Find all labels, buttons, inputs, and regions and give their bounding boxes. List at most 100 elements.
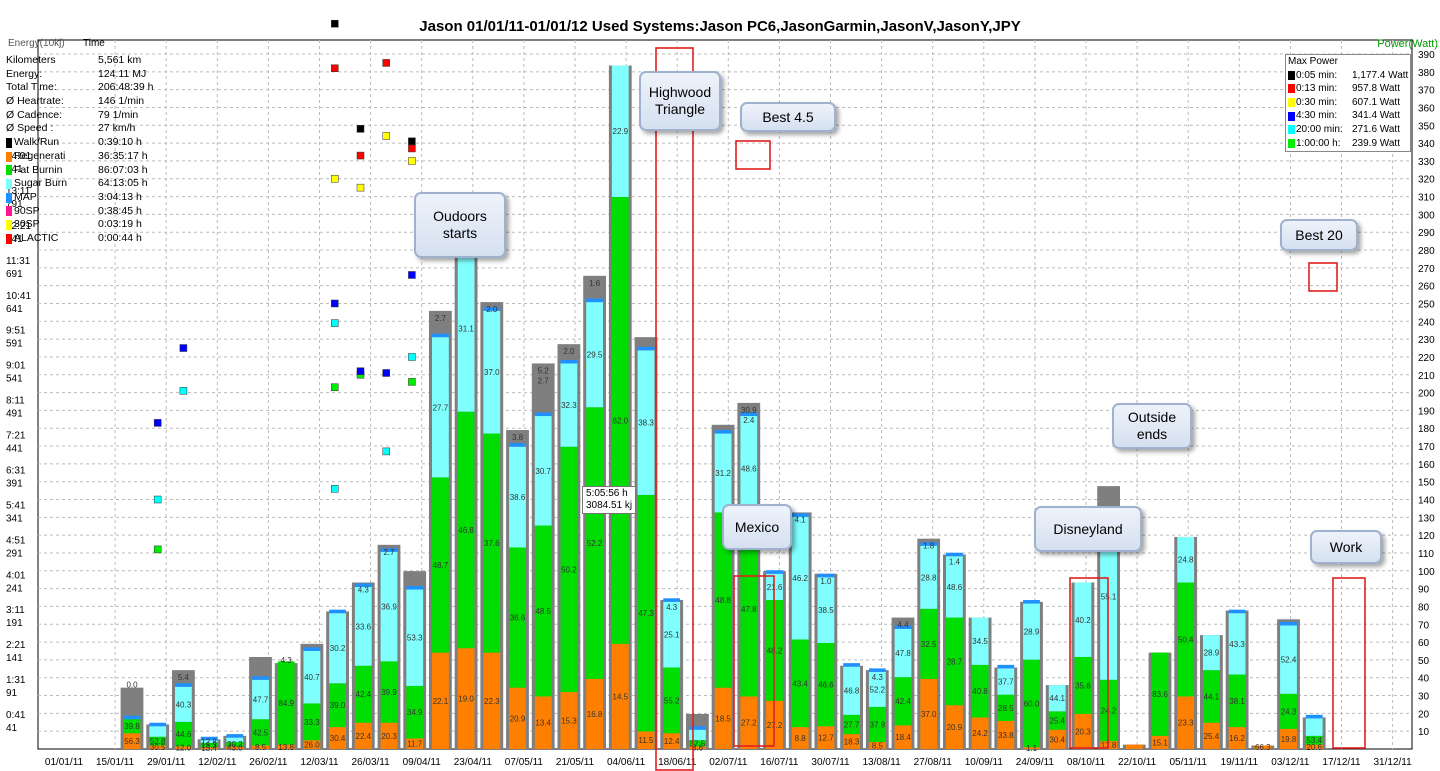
highlight-box <box>1308 262 1338 292</box>
stat-label: Ø Cadence: <box>6 109 98 123</box>
left-time-tick-label: 8:11 <box>6 396 25 407</box>
bar-sugar-burning <box>252 679 269 720</box>
bar-value-label: 47.8 <box>895 649 911 658</box>
right-axis-label: Power(Watt) <box>1377 38 1438 50</box>
bar-sugar-burning <box>586 302 603 408</box>
power-marker <box>331 19 339 28</box>
bar-value-label: 40.2 <box>1075 616 1091 625</box>
bar-value-label: 13.4 <box>201 744 217 753</box>
stat-label: Total Time: <box>6 81 98 95</box>
stat-value: 3:04:13 h <box>98 190 142 203</box>
left-energy-tick-label: 191 <box>6 618 23 629</box>
bar-value-label: 33.6 <box>356 622 372 631</box>
bar-value-label: 30.4 <box>330 734 346 743</box>
bar-sugar-burning <box>509 446 526 548</box>
max-power-duration: 1:00:00 h: <box>1296 137 1341 149</box>
left-energy-tick-label: 541 <box>6 374 23 385</box>
callout-highwood: Highwood Triangle <box>639 71 721 131</box>
stat-label: Ø Heartrate: <box>6 95 98 109</box>
right-tick-label: 300 <box>1418 210 1435 221</box>
left-time-tick-label: 14:01 <box>6 151 31 162</box>
power-marker <box>356 125 365 133</box>
bar-sugar-burning <box>1305 718 1323 736</box>
bar-fat-burning <box>1151 652 1169 736</box>
bar-value-label: 39.9 <box>381 688 397 697</box>
bar-regeneration <box>689 746 706 749</box>
right-tick-label: 170 <box>1418 442 1435 453</box>
bar-value-label: 23.3 <box>1178 719 1194 728</box>
bar-regeneration <box>1228 727 1246 749</box>
bar-sugar-burning <box>714 433 732 513</box>
left-energy-tick-label: 741 <box>6 234 23 245</box>
bar-value-label: 2.7 <box>538 376 550 385</box>
stat-row: ALACTIC 0:00:44 h <box>6 232 153 246</box>
bar-fat-burning <box>303 703 321 741</box>
right-tick-label: 190 <box>1418 406 1435 417</box>
bar-map <box>252 676 269 680</box>
bar-value-label: 5.4 <box>178 673 190 682</box>
x-tick-label: 24/09/11 <box>1016 757 1055 768</box>
bar-value-label: 66.3 <box>1255 743 1271 752</box>
bar-value-label: 17.8 <box>1101 741 1117 750</box>
bar-regeneration <box>509 687 526 749</box>
right-tick-label: 40 <box>1418 674 1430 685</box>
max-power-duration: 0:13 min: <box>1296 83 1338 95</box>
power-marker <box>331 174 339 183</box>
bar-sugar-burning <box>894 628 912 678</box>
legend-swatch <box>1288 111 1295 121</box>
stat-value: 206:48:39 h <box>98 81 154 94</box>
power-marker <box>179 344 188 352</box>
power-marker <box>382 447 390 456</box>
left-time-tick-label: 1:31 <box>6 675 26 686</box>
bar-map <box>714 430 732 434</box>
max-power-title: Max Power <box>1288 56 1339 67</box>
bar-fat-burning <box>252 719 269 746</box>
bar-value-label: 22.4 <box>356 732 372 741</box>
stat-row: 90SP 0:38:45 h <box>6 205 153 219</box>
bar-value-label: 36.9 <box>381 603 397 612</box>
bar-value-label: 12.4 <box>664 737 680 746</box>
right-tick-label: 240 <box>1418 317 1435 328</box>
bar-value-label: 14.5 <box>613 692 629 701</box>
bar-sugar-burning <box>868 671 886 707</box>
right-tick-label: 10 <box>1418 727 1430 738</box>
bar-sugar-burning <box>740 416 758 522</box>
stat-value: 5,561 km <box>98 54 142 66</box>
max-power-value: 341.4 Watt <box>1352 110 1400 122</box>
chart-title: Jason 01/01/11-01/01/12 Used Systems:Jas… <box>419 18 1021 35</box>
bar-value-label: 20.9 <box>510 714 526 723</box>
bar-fat-burning <box>380 661 398 723</box>
bar-value-label: 84.9 <box>278 699 294 708</box>
bar-value-label: 4.3 <box>872 673 884 682</box>
right-tick-label: 180 <box>1418 424 1435 435</box>
bar-regeneration <box>432 652 449 749</box>
bar-fat-burning <box>406 685 424 739</box>
bar-value-label: 52.8 <box>150 737 166 746</box>
bar-value-label: 5.2 <box>538 366 550 375</box>
bar-sugar-burning <box>997 668 1015 695</box>
bar-value-label: 16.8 <box>587 710 603 719</box>
bar-value-label: 2.0 <box>486 305 498 314</box>
power-marker <box>382 369 390 377</box>
stat-value: 64:13:05 h <box>98 177 148 190</box>
bar-fat-burning <box>971 664 989 718</box>
left-energy-tick-label: 291 <box>6 548 23 559</box>
bar-value-label: 43.0 <box>227 744 243 753</box>
legend-swatch <box>6 151 12 162</box>
right-tick-label: 50 <box>1418 656 1430 667</box>
max-power-duration: 4:30 min: <box>1296 110 1338 122</box>
left-energy-tick-label: 841 <box>6 164 23 175</box>
bar-regeneration <box>277 744 295 749</box>
bar-value-label: 44.1 <box>1204 692 1220 701</box>
bar-value-label: 15.1 <box>1152 738 1168 747</box>
bar-value-label: 48.6 <box>741 465 757 474</box>
bar-regeneration <box>971 717 989 749</box>
bar-fat-burning <box>509 547 526 688</box>
left-time-tick-label: 0:41 <box>6 710 26 721</box>
bar-value-label: 4.3 <box>358 586 370 595</box>
left-time-tick-label: 4:51 <box>6 535 26 546</box>
highlight-box <box>735 140 771 170</box>
stat-row: Fat Burnin 86:07:03 h <box>6 164 153 178</box>
right-tick-label: 220 <box>1418 353 1435 364</box>
